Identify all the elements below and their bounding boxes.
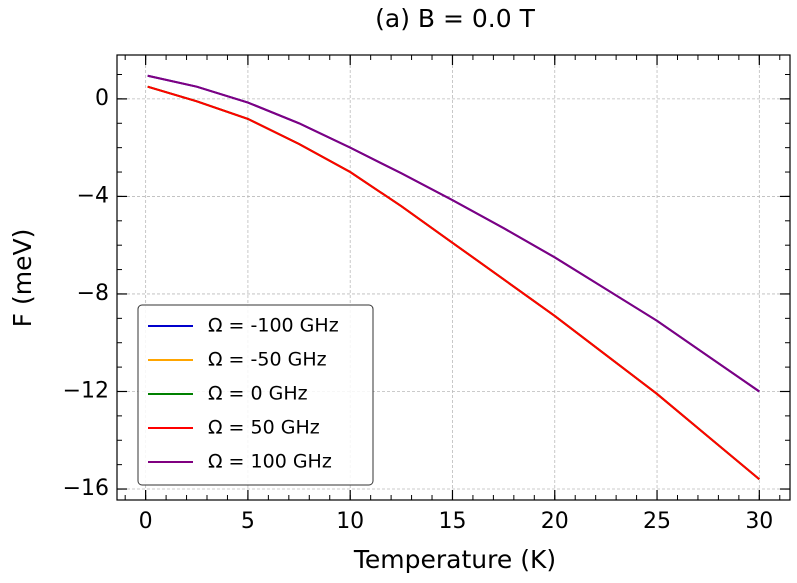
x-axis-label: Temperature (K) — [353, 545, 556, 574]
x-tick-label: 5 — [241, 509, 255, 534]
y-tick-label: 0 — [95, 86, 109, 111]
legend-label: Ω = 100 GHz — [208, 451, 332, 473]
legend-label: Ω = -100 GHz — [208, 315, 339, 337]
y-tick-label: −4 — [77, 183, 109, 208]
series-line — [147, 85, 760, 481]
y-tick-label: −12 — [63, 378, 109, 403]
y-tick-label: −8 — [77, 281, 109, 306]
legend-label: Ω = 50 GHz — [208, 417, 320, 439]
x-tick-label: 25 — [643, 509, 671, 534]
legend-label: Ω = -50 GHz — [208, 349, 327, 371]
x-tick-label: 0 — [139, 509, 153, 534]
x-tick-label: 30 — [745, 509, 773, 534]
y-tick-label: −16 — [63, 476, 109, 501]
x-tick-label: 10 — [336, 509, 364, 534]
x-tick-label: 20 — [541, 509, 569, 534]
legend-label: Ω = 0 GHz — [208, 383, 308, 405]
series-line — [147, 74, 760, 393]
chart-title: (a) B = 0.0 T — [375, 4, 535, 33]
plot-frame — [116, 54, 791, 501]
y-axis-label: F (meV) — [8, 229, 37, 328]
legend-box — [137, 304, 374, 486]
x-tick-label: 15 — [438, 509, 466, 534]
